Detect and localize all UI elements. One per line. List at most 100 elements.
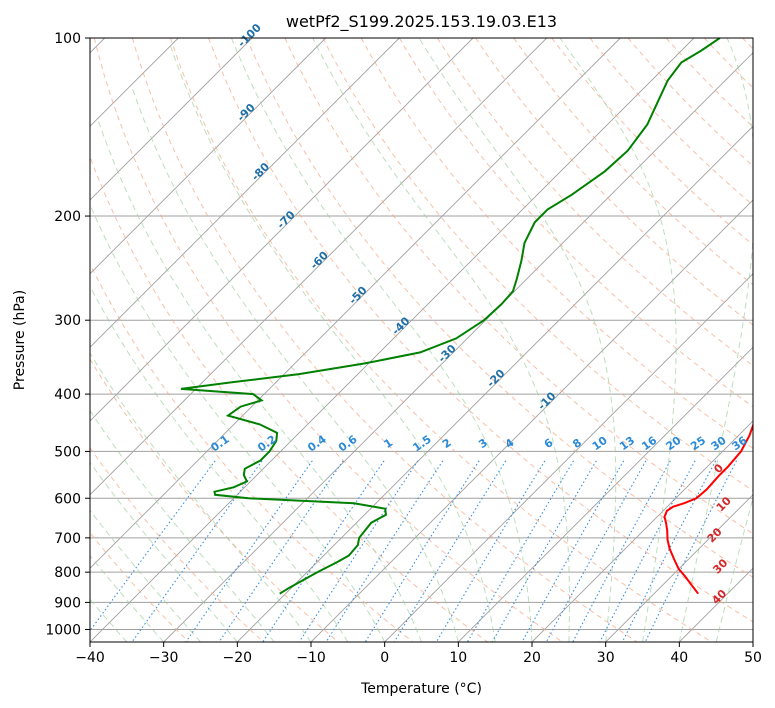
mixing-ratio-label-15: 25 bbox=[688, 434, 708, 453]
moist-adiabat-62 bbox=[678, 38, 753, 642]
mixing-ratio-label-14: 20 bbox=[663, 434, 683, 454]
dry-adiabat-29 bbox=[170, 38, 712, 642]
line-labels-layer: 0.1 0.2 0.4 0.6 1 1.5 2 3 4 6 8 10 13 16 20 25 30 36-100-… bbox=[208, 21, 749, 607]
background-lines-layer bbox=[90, 38, 753, 642]
moist-adiabat-63 bbox=[715, 496, 753, 642]
y-tick-label-8: 900 bbox=[54, 595, 81, 611]
mixing-ratio-label-16: 30 bbox=[709, 434, 729, 454]
plot-frame bbox=[89, 37, 754, 643]
y-tick-label-6: 700 bbox=[54, 531, 81, 547]
mixing-ratio-label-17: 36 bbox=[729, 434, 749, 454]
y-tick-label-5: 600 bbox=[54, 491, 81, 507]
isotherm-line-17 bbox=[457, 346, 753, 642]
moist-adiabat-label-3: 30 bbox=[710, 556, 730, 576]
dry-adiabat-38 bbox=[513, 38, 753, 286]
isotherm-line-8 bbox=[90, 38, 400, 348]
x-tick-label-9: 50 bbox=[744, 650, 762, 666]
mixing-ratio-line-12 bbox=[521, 460, 625, 642]
isotherm-label-3: -70 bbox=[275, 208, 298, 231]
y-tick-label-0: 100 bbox=[54, 31, 81, 47]
isotherm-line-20 bbox=[678, 567, 753, 642]
isotherm-label-4: -60 bbox=[308, 249, 331, 272]
moist-adiabat-label-0: 0 bbox=[711, 461, 726, 476]
dry-adiabat-41 bbox=[627, 38, 753, 167]
mixing-ratio-label-10: 8 bbox=[570, 436, 584, 451]
isotherm-label-0: -100 bbox=[235, 21, 264, 50]
mixing-ratio-label-13: 16 bbox=[639, 434, 659, 454]
x-tick-label-6: 20 bbox=[523, 650, 541, 666]
mixing-ratio-line-13 bbox=[545, 460, 647, 642]
moist-adiabat-61 bbox=[559, 38, 677, 642]
isotherm-line-14 bbox=[236, 125, 753, 642]
isotherm-line-19 bbox=[605, 494, 753, 642]
dry-adiabat-28 bbox=[131, 38, 638, 642]
profile-line-1 bbox=[180, 38, 721, 595]
mixing-ratio-line-0 bbox=[90, 460, 216, 632]
moist-adiabat-label-2: 20 bbox=[705, 525, 725, 545]
dry-adiabat-25 bbox=[90, 262, 414, 642]
dry-adiabat-37 bbox=[475, 38, 753, 326]
y-tick-label-1: 200 bbox=[54, 209, 81, 225]
dry-adiabat-34 bbox=[360, 38, 753, 450]
dry-adiabat-36 bbox=[436, 38, 753, 367]
moist-adiabat-57 bbox=[170, 46, 496, 642]
isotherm-line-7 bbox=[90, 38, 327, 275]
mixing-ratio-line-14 bbox=[572, 460, 671, 642]
y-tick-label-7: 800 bbox=[54, 565, 81, 581]
x-axis-label: Temperature (°C) bbox=[360, 681, 482, 697]
dry-adiabat-39 bbox=[551, 38, 753, 246]
profile-line-0 bbox=[663, 422, 753, 595]
dry-adiabat-24 bbox=[90, 358, 339, 642]
dry-adiabat-44 bbox=[742, 38, 753, 50]
isotherm-label-1: -90 bbox=[235, 101, 258, 124]
y-tick-label-3: 400 bbox=[54, 387, 81, 403]
mixing-ratio-line-3 bbox=[218, 460, 344, 642]
x-tick-label-5: 10 bbox=[449, 650, 467, 666]
axes-layer: −40 −30 −20 −10 0 10 20 30 40 5010020030040050060… bbox=[45, 31, 762, 666]
mixing-ratio-line-9 bbox=[435, 460, 546, 642]
moist-adiabat-55 bbox=[97, 119, 422, 642]
x-tick-label-1: −30 bbox=[149, 650, 179, 666]
y-axis-label: Pressure (hPa) bbox=[12, 290, 28, 390]
dry-adiabat-31 bbox=[246, 38, 753, 578]
y-tick-label-4: 500 bbox=[54, 444, 81, 460]
isotherm-line-13 bbox=[163, 52, 753, 642]
isotherm-label-9: -10 bbox=[535, 389, 558, 412]
mixing-ratio-line-10 bbox=[467, 460, 574, 642]
mixing-ratio-line-6 bbox=[325, 460, 444, 642]
mixing-ratio-label-11: 10 bbox=[590, 434, 610, 454]
x-tick-label-3: −10 bbox=[296, 650, 326, 666]
isotherm-line-15 bbox=[310, 199, 753, 642]
y-tick-label-9: 1000 bbox=[45, 623, 81, 639]
mixing-ratio-label-6: 2 bbox=[440, 436, 454, 451]
mixing-ratio-line-17 bbox=[644, 460, 737, 642]
chart-title: wetPf2_S199.2025.153.19.03.E13 bbox=[286, 12, 557, 32]
x-tick-label-8: 40 bbox=[670, 650, 688, 666]
y-tick-label-2: 300 bbox=[54, 313, 81, 329]
mixing-ratio-label-7: 3 bbox=[476, 436, 490, 451]
mixing-ratio-line-8 bbox=[393, 460, 507, 642]
dry-adiabat-22 bbox=[90, 531, 190, 642]
x-tick-label-4: 0 bbox=[380, 650, 389, 666]
dry-adiabat-42 bbox=[665, 38, 753, 128]
mixing-ratio-line-1 bbox=[131, 460, 263, 642]
isotherm-line-16 bbox=[384, 273, 753, 642]
isotherm-line-10 bbox=[90, 38, 548, 496]
moist-adiabat-51 bbox=[90, 409, 275, 642]
mixing-ratio-line-4 bbox=[262, 460, 385, 642]
moist-adiabat-49 bbox=[90, 509, 201, 642]
moist-adiabat-58 bbox=[231, 38, 533, 642]
moist-adiabat-64 bbox=[752, 640, 753, 642]
x-tick-label-2: −20 bbox=[223, 650, 253, 666]
isotherm-line-6 bbox=[90, 38, 253, 201]
dry-adiabat-35 bbox=[398, 38, 753, 408]
moist-adiabat-59 bbox=[312, 38, 570, 642]
isotherm-line-12 bbox=[90, 38, 695, 642]
moist-adiabat-label-4: 40 bbox=[709, 587, 729, 607]
isotherm-line-9 bbox=[90, 38, 474, 422]
dry-adiabat-26 bbox=[90, 155, 488, 642]
x-tick-label-7: 30 bbox=[597, 650, 615, 666]
mixing-ratio-label-12: 13 bbox=[617, 434, 637, 453]
mixing-ratio-line-15 bbox=[599, 460, 696, 642]
